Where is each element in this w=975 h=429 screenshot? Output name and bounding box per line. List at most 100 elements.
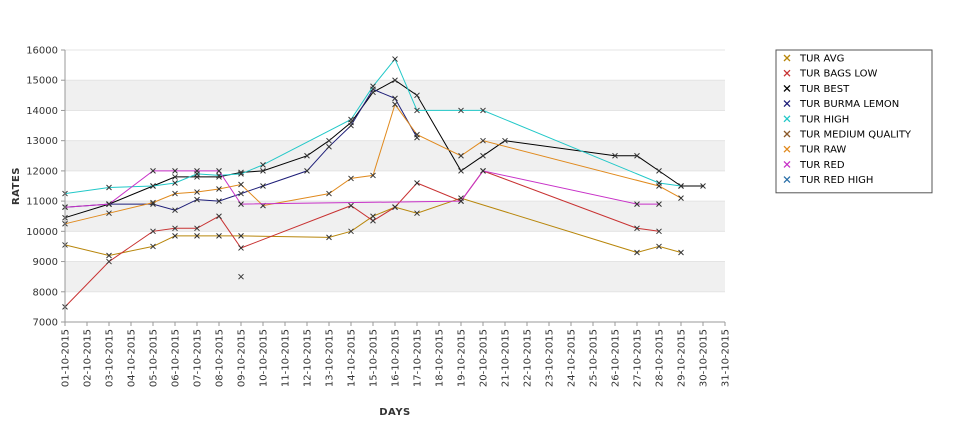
x-tick-label: 06-10-2015 — [171, 329, 182, 387]
legend-item: TUR AVG — [783, 54, 844, 65]
data-point — [634, 152, 640, 159]
legend-label: TUR BEST — [799, 84, 850, 95]
x-tick-label: 20-10-2015 — [479, 329, 490, 387]
data-point — [348, 202, 354, 209]
x-tick-label: 24-10-2015 — [567, 329, 578, 387]
data-point — [106, 258, 112, 265]
data-point — [238, 245, 244, 251]
y-tick-label: 8000 — [33, 287, 58, 298]
data-point — [216, 198, 222, 204]
series-line — [64, 88, 418, 211]
data-point — [172, 174, 178, 180]
data-point — [458, 107, 464, 114]
data-point — [260, 168, 266, 174]
data-point — [106, 252, 112, 259]
legend-item: TUR RAW — [783, 145, 846, 156]
data-point — [480, 168, 486, 174]
legend-label: TUR BURMA LEMON — [799, 99, 899, 110]
x-tick-label: 03-10-2015 — [105, 329, 116, 387]
data-point — [106, 201, 112, 207]
x-tick-label: 18-10-2015 — [435, 329, 446, 387]
data-point — [348, 228, 354, 235]
data-point — [656, 243, 662, 250]
data-point — [678, 249, 684, 256]
x-tick-label: 10-10-2015 — [259, 329, 270, 387]
x-tick-label: 05-10-2015 — [149, 329, 160, 387]
y-tick-label: 9000 — [33, 257, 58, 268]
legend-item: TUR RED HIGH — [783, 175, 873, 186]
data-point — [414, 131, 420, 138]
data-point — [392, 204, 398, 211]
data-point — [348, 175, 354, 182]
data-point — [370, 213, 376, 220]
data-point — [194, 233, 200, 239]
x-tick-label: 16-10-2015 — [391, 329, 402, 387]
data-point — [172, 207, 178, 214]
y-tick-label: 10000 — [26, 227, 58, 238]
data-point — [194, 225, 200, 232]
legend-box — [775, 49, 933, 194]
x-tick-label: 04-10-2015 — [127, 329, 138, 387]
legend-label: TUR RED HIGH — [799, 175, 873, 186]
data-point — [414, 180, 420, 186]
series-tur-raw — [62, 101, 684, 227]
data-point — [238, 181, 244, 188]
x-tick-label: 30-10-2015 — [699, 329, 710, 387]
x-tick-label: 07-10-2015 — [193, 329, 204, 387]
data-point — [304, 168, 310, 174]
x-tick-label: 26-10-2015 — [611, 329, 622, 387]
data-point — [656, 168, 662, 174]
data-point — [172, 233, 178, 239]
data-point — [326, 143, 332, 150]
data-point — [656, 183, 662, 189]
legend-label: TUR RAW — [799, 145, 846, 156]
data-point — [216, 233, 222, 239]
data-point — [348, 122, 354, 129]
data-point — [260, 161, 266, 168]
y-tick-label: 16000 — [26, 46, 58, 57]
legend-item: TUR HIGH — [783, 114, 849, 125]
data-point — [238, 273, 244, 280]
data-point — [634, 225, 640, 232]
data-point — [106, 184, 112, 191]
data-point — [348, 116, 354, 123]
data-point — [678, 183, 684, 189]
x-tick-label: 08-10-2015 — [215, 329, 226, 387]
series-tur-high — [62, 56, 684, 197]
data-point — [370, 172, 376, 179]
legend-label: TUR AVG — [799, 54, 844, 65]
data-point — [612, 152, 618, 159]
x-tick-label: 12-10-2015 — [303, 329, 314, 387]
data-point — [392, 95, 398, 102]
x-tick-label: 13-10-2015 — [325, 329, 336, 387]
series-layer — [62, 56, 706, 310]
data-point — [326, 190, 332, 197]
data-point — [458, 152, 464, 159]
legend-item: TUR BURMA LEMON — [783, 99, 899, 110]
data-point — [656, 201, 662, 207]
data-point — [150, 228, 156, 235]
data-point — [480, 107, 486, 114]
grid-band — [65, 201, 725, 232]
data-point — [414, 92, 420, 99]
data-point — [150, 201, 156, 207]
x-tick-label: 27-10-2015 — [633, 329, 644, 387]
legend-item: TUR BEST — [783, 84, 850, 95]
data-point — [238, 190, 244, 197]
axes: 7000 8000 9000 10000 11000 12000 13000 14000 150… — [26, 46, 731, 388]
data-point — [106, 210, 112, 217]
data-point — [304, 152, 310, 159]
legend-item: TUR BAGS LOW — [783, 69, 877, 80]
legend-label: TUR RED — [799, 160, 845, 171]
data-point — [150, 183, 156, 189]
data-point — [150, 243, 156, 250]
x-tick-label: 11-10-2015 — [281, 329, 292, 387]
y-tick-label: 7000 — [33, 318, 58, 329]
x-tick-label: 09-10-2015 — [237, 329, 248, 387]
data-point — [480, 137, 486, 144]
data-point — [480, 152, 486, 159]
x-tick-label: 29-10-2015 — [677, 329, 688, 387]
series-line — [64, 197, 682, 257]
legend-label: TUR BAGS LOW — [799, 69, 877, 80]
